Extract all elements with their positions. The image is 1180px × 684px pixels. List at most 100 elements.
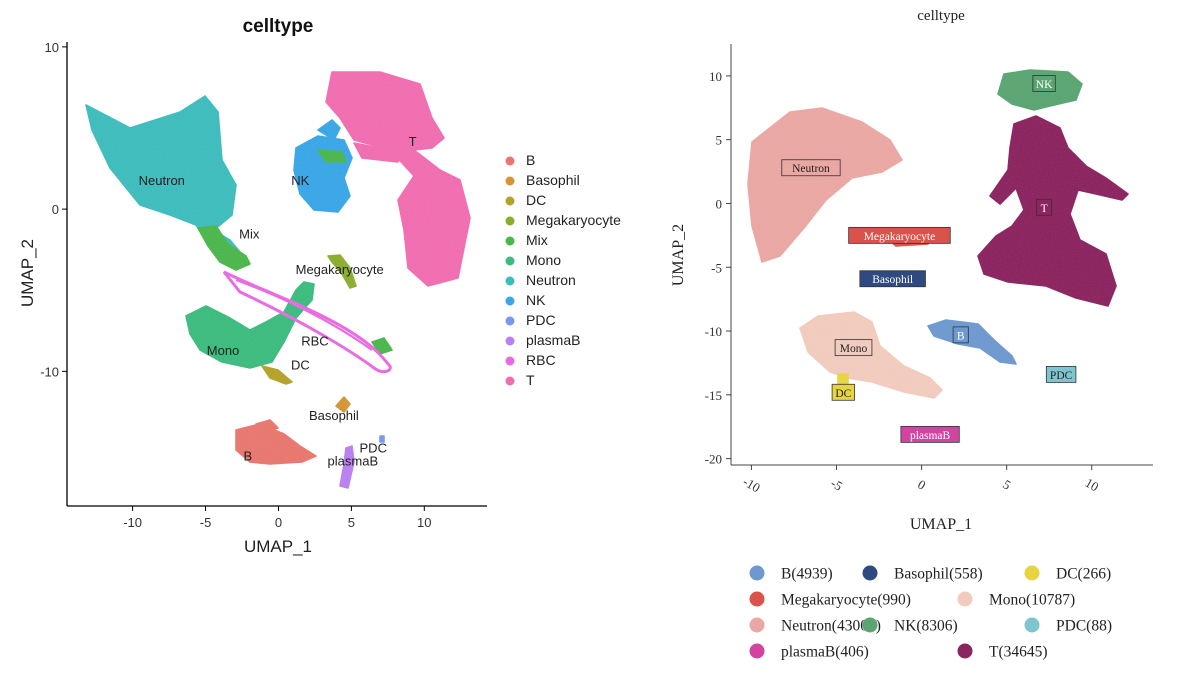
legend-label-basophil: Basophil(558) (894, 566, 983, 583)
legend-swatch-megakaryocyte (505, 216, 515, 226)
annotation-pdc: PDC (360, 440, 387, 455)
annotation-t: T (1041, 203, 1048, 215)
legend-label-rbc: RBC (526, 352, 556, 368)
annotation-box-mono (834, 339, 873, 357)
left-x-axis-label: UMAP_1 (244, 537, 312, 556)
left-axes: -10 -5 0 5 10 10 0 -10 (40, 40, 487, 530)
legend-swatch-neutron (749, 617, 765, 633)
legend-label-t: T(34645) (989, 644, 1048, 661)
left-x-tick-label: 5 (348, 515, 355, 530)
legend-label-dc: DC (526, 192, 546, 208)
right-legend: B(4939) Basophil(558) DC(266) Megakaryocyte… (749, 565, 1112, 661)
annotation-box-megakaryocyte (848, 226, 951, 244)
annotation-mix: Mix (239, 226, 260, 241)
legend-label-megakaryocyte: Megakaryocyte (526, 212, 621, 228)
legend-swatch-b (505, 156, 515, 166)
left-chart-title: celltype (243, 16, 314, 37)
legend-swatch-mix (505, 236, 515, 246)
legend-label-megakaryocyte: Megakaryocyte(990) (781, 592, 911, 609)
annotation-box-neutron (781, 159, 841, 177)
annotation-neutron: Neutron (139, 173, 185, 188)
legend-swatch-basophil (862, 565, 878, 581)
annotation-t: T (409, 134, 417, 149)
legend-swatch-dc (505, 196, 515, 206)
annotation-box-pdc (1045, 366, 1077, 383)
annotation-box-t (1036, 198, 1053, 216)
legend-swatch-b (749, 565, 765, 581)
right-x-tick-label: -10 (740, 474, 763, 496)
legend-swatch-mono (505, 256, 515, 266)
left-clusters (67, 42, 487, 506)
annotation-plasmab: plasmaB (328, 453, 379, 468)
annotation-box-basophil (859, 270, 926, 288)
legend-swatch-plasmab (749, 643, 765, 659)
legend-label-dc: DC(266) (1056, 566, 1111, 583)
left-x-tick-label: -5 (200, 515, 212, 530)
annotation-nk: NK (291, 173, 309, 188)
right-x-tick-label: 10 (1083, 475, 1102, 494)
annotation-box-b (952, 326, 969, 344)
left-y-tick-label: 10 (45, 40, 59, 55)
right-annotations: Neutron NK T Megakaryocyte Basophil B Mono PDC D… (781, 75, 1077, 443)
legend-swatch-basophil (505, 176, 515, 186)
annotation-basophil: Basophil (309, 408, 359, 423)
legend-label-mix: Mix (526, 232, 548, 248)
right-x-tick-label: -5 (828, 475, 845, 493)
right-x-axis-label: UMAP_1 (910, 516, 972, 533)
right-y-tick-label: -10 (705, 324, 722, 339)
right-y-tick-label: 0 (716, 196, 723, 211)
right-y-tick-label: 10 (709, 69, 722, 84)
annotation-dc: DC (291, 358, 310, 373)
left-y-tick-label: 0 (52, 202, 59, 217)
legend-label-t: T (526, 372, 535, 388)
left-x-tick-label: 10 (417, 515, 431, 530)
legend-label-plasmab: plasmaB (526, 332, 580, 348)
left-x-tick-label: -10 (123, 515, 142, 530)
legend-swatch-rbc (505, 356, 515, 366)
annotation-mono: Mono (207, 343, 240, 358)
left-chart: celltype Neutron NK T Mix Megakaryocyte RBC Mo… (18, 16, 621, 556)
right-chart: celltype Neutron NK T Megakaryocyte Basophil… (670, 8, 1153, 661)
legend-label-mono: Mono(10787) (989, 592, 1075, 609)
legend-label-nk: NK (526, 292, 546, 308)
annotation-plasmab: plasmaB (910, 430, 951, 442)
right-chart-title: celltype (917, 8, 965, 24)
legend-swatch-pdc (1024, 617, 1040, 633)
annotation-box-dc (831, 383, 855, 401)
legend-label-pdc: PDC(88) (1056, 618, 1112, 635)
right-clusters (731, 44, 1153, 465)
legend-swatch-plasmab (505, 336, 515, 346)
annotation-b: B (957, 330, 965, 342)
right-y-axis-label: UMAP_2 (670, 224, 687, 286)
legend-swatch-nk (862, 617, 878, 633)
annotation-box-nk (1032, 75, 1056, 92)
legend-swatch-nk (505, 296, 515, 306)
right-x-tick-label: 5 (1000, 476, 1013, 492)
legend-label-plasmab: plasmaB(406) (781, 644, 869, 661)
left-texture (67, 42, 487, 506)
left-y-tick-label: -10 (40, 364, 59, 379)
legend-swatch-mono (957, 591, 973, 607)
right-y-tick-label: -20 (705, 452, 722, 467)
annotation-b: B (243, 449, 252, 464)
legend-label-neutron: Neutron (526, 272, 576, 288)
annotation-mono: Mono (840, 343, 868, 355)
right-texture (731, 44, 1153, 465)
annotation-basophil: Basophil (872, 274, 913, 286)
annotation-nk: NK (1036, 79, 1053, 91)
legend-label-mono: Mono (526, 252, 561, 268)
right-y-tick-label: 5 (716, 133, 723, 148)
left-legend: B Basophil DC Megakaryocyte Mix Mono Neutron NK… (505, 152, 621, 388)
legend-swatch-megakaryocyte (749, 591, 765, 607)
legend-label-pdc: PDC (526, 312, 556, 328)
annotation-rbc: RBC (301, 333, 328, 348)
annotation-megakaryocyte: Megakaryocyte (296, 262, 384, 277)
left-y-axis-label: UMAP_2 (18, 239, 37, 307)
right-y-tick-label: -5 (711, 260, 722, 275)
right-x-tick-label: 0 (915, 476, 928, 492)
annotation-box-plasmab (900, 425, 960, 443)
legend-swatch-t (505, 376, 515, 386)
annotation-megakaryocyte: Megakaryocyte (864, 231, 936, 243)
legend-label-neutron: Neutron(43006) (781, 618, 881, 635)
